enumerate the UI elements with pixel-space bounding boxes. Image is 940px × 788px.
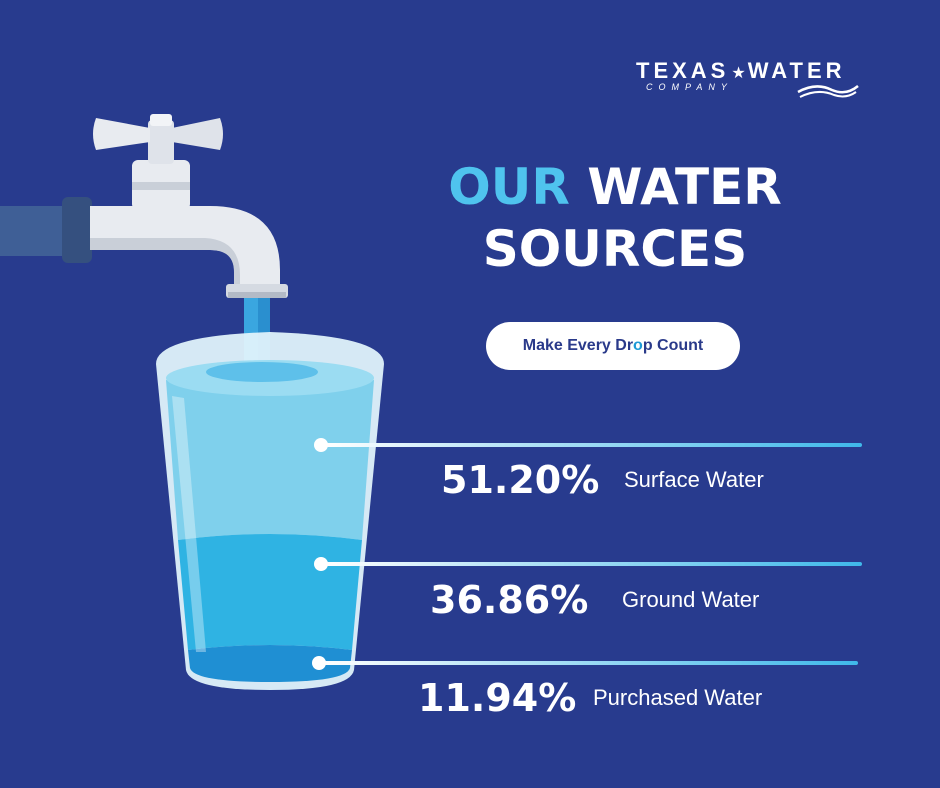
texas-star-icon: ★ [731,65,746,82]
badge-text-start: Make Every Dr [522,337,634,354]
badge-text-end: p Count [642,337,704,354]
logo-word-water: WATER [747,58,846,83]
title-line-1-rest: WATER [569,158,782,216]
logo-subtitle: COMPANY [646,82,733,92]
source-label: Surface Water [624,467,764,492]
title-line-2: SOURCES [482,220,748,278]
logo-word-texas: TEXAS [636,58,730,83]
title-line-1: OUR WATER [360,156,870,218]
row-leader-line [324,661,858,665]
campaign-badge: Make Every Dr o p Count [486,322,740,370]
source-label: Purchased Water [593,685,763,710]
title-accent: OUR [448,158,570,216]
row-leader-line [326,562,862,566]
faucet-and-glass-illustration [0,114,384,690]
wave-icon [797,85,859,98]
row-marker-dot [314,438,328,452]
source-percent: 11.94% [418,676,577,720]
water-drop-icon: o [633,337,643,354]
row-marker-dot [314,557,328,571]
texas-water-company-logo: TEXAS ★WATER COMPANY [636,58,862,102]
source-percent: 36.86% [430,578,589,622]
faucet-icon [0,114,288,298]
glass-of-water-icon [156,332,384,690]
source-label: Ground Water [622,587,760,612]
source-percent: 51.20% [441,458,600,502]
row-marker-dot [312,656,326,670]
logo-wordmark: TEXAS ★WATER [636,58,846,84]
row-leader-line [326,443,862,447]
page-title: OUR WATER SOURCES [360,156,870,280]
